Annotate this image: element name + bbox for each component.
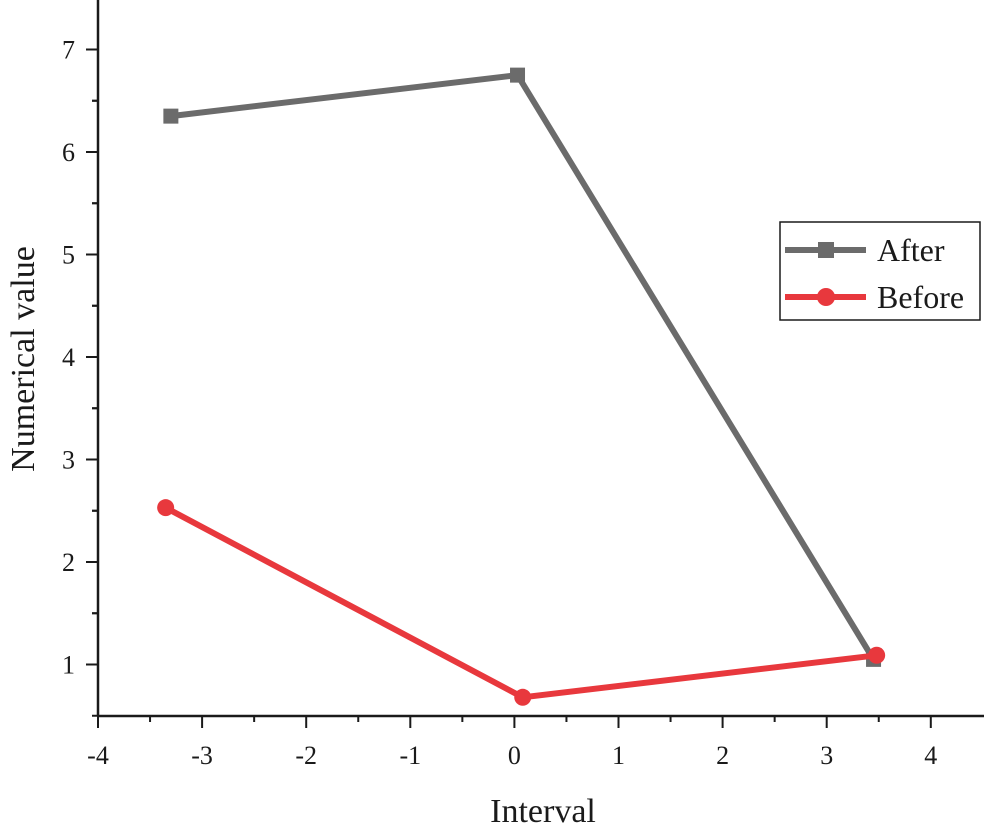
x-tick-label: -4 bbox=[87, 741, 109, 770]
x-tick-label: 2 bbox=[716, 741, 729, 770]
y-tick-label: 1 bbox=[62, 651, 75, 680]
y-tick-label: 5 bbox=[62, 241, 75, 270]
legend-box bbox=[779, 221, 981, 321]
legend: After Before bbox=[779, 221, 981, 321]
legend-label-after: After bbox=[877, 232, 945, 268]
x-tick-label: -1 bbox=[399, 741, 421, 770]
series-line-after bbox=[170, 71, 877, 661]
x-tick-label: 4 bbox=[924, 741, 937, 770]
x-tick-label: 1 bbox=[612, 741, 625, 770]
x-tick-label: 3 bbox=[820, 741, 833, 770]
x-axis-title: Interval bbox=[490, 793, 596, 830]
y-tick-label: 3 bbox=[62, 446, 75, 475]
data-point-after bbox=[163, 108, 179, 124]
legend-marker-before bbox=[817, 288, 835, 306]
y-tick-label: 2 bbox=[62, 548, 75, 577]
data-point-before bbox=[868, 646, 886, 664]
x-tick-label: -3 bbox=[191, 741, 213, 770]
legend-label-before: Before bbox=[877, 279, 964, 315]
data-point-before bbox=[514, 688, 532, 706]
series-line-before bbox=[164, 505, 878, 701]
y-tick-label: 4 bbox=[62, 343, 75, 372]
data-point-before bbox=[157, 499, 175, 517]
y-tick-label: 6 bbox=[62, 138, 75, 167]
axes: -4 -3 -2 -1 0 1 2 3 4 1 2 3 4 5 6 7 bbox=[62, 0, 984, 770]
x-tick-label: 0 bbox=[508, 741, 521, 770]
y-tick-label: 7 bbox=[62, 36, 75, 65]
y-axis-title: Numerical value bbox=[5, 246, 42, 472]
series-layer bbox=[157, 67, 886, 706]
data-point-after bbox=[510, 67, 526, 83]
x-tick-label: -2 bbox=[295, 741, 317, 770]
legend-marker-after bbox=[818, 242, 834, 258]
